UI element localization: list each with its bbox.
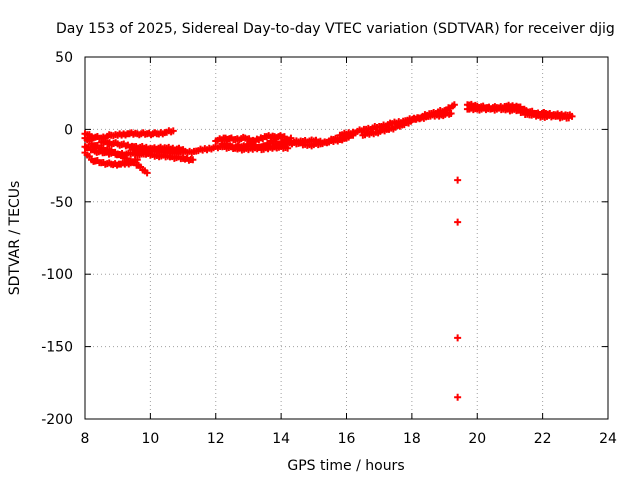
series-track-l [359, 109, 455, 139]
x-tick-label: 12 [207, 431, 225, 447]
y-tick-label: -100 [41, 267, 73, 283]
y-tick-label: -50 [50, 195, 73, 211]
x-tick-label: 20 [468, 431, 486, 447]
data-point [454, 176, 462, 184]
data-point [143, 169, 151, 177]
chart-title: Day 153 of 2025, Sidereal Day-to-day VTE… [56, 21, 615, 37]
data-point [169, 127, 177, 135]
x-tick-label: 16 [338, 431, 356, 447]
x-tick-label: 24 [599, 431, 617, 447]
data-point [189, 156, 197, 164]
series-track-k [336, 101, 458, 139]
data-point [454, 334, 462, 342]
series-track-j [277, 134, 350, 150]
series-track-d [81, 149, 141, 169]
y-tick-label: -150 [41, 340, 73, 356]
data-point [133, 156, 141, 164]
series-track-c [81, 143, 197, 164]
y-tick-label: 50 [55, 50, 73, 66]
data-point [447, 109, 455, 117]
y-tick-label: -200 [41, 412, 73, 428]
series-track-n [463, 104, 573, 122]
data-points [81, 100, 576, 401]
data-point [179, 146, 187, 154]
x-axis-label: GPS time / hours [287, 458, 404, 474]
x-tick-label: 10 [141, 431, 159, 447]
y-axis-label: SDTVAR / TECUs [7, 181, 23, 296]
data-point [565, 114, 573, 122]
x-tick-label: 14 [272, 431, 290, 447]
y-tick-label: 0 [64, 122, 73, 138]
x-tick-label: 8 [81, 431, 90, 447]
data-point [287, 134, 295, 142]
data-point [454, 393, 462, 401]
series-track-g [212, 132, 288, 145]
series-track-f [97, 138, 187, 154]
x-tick-label: 18 [403, 431, 421, 447]
data-point [454, 218, 462, 226]
data-point [450, 101, 458, 109]
series-outliers [454, 176, 462, 401]
x-tick-label: 22 [534, 431, 552, 447]
axis-ticks: 8 10 12 14 16 18 20 22 24 50 0 -50 -100 -150 -200 [41, 50, 617, 447]
